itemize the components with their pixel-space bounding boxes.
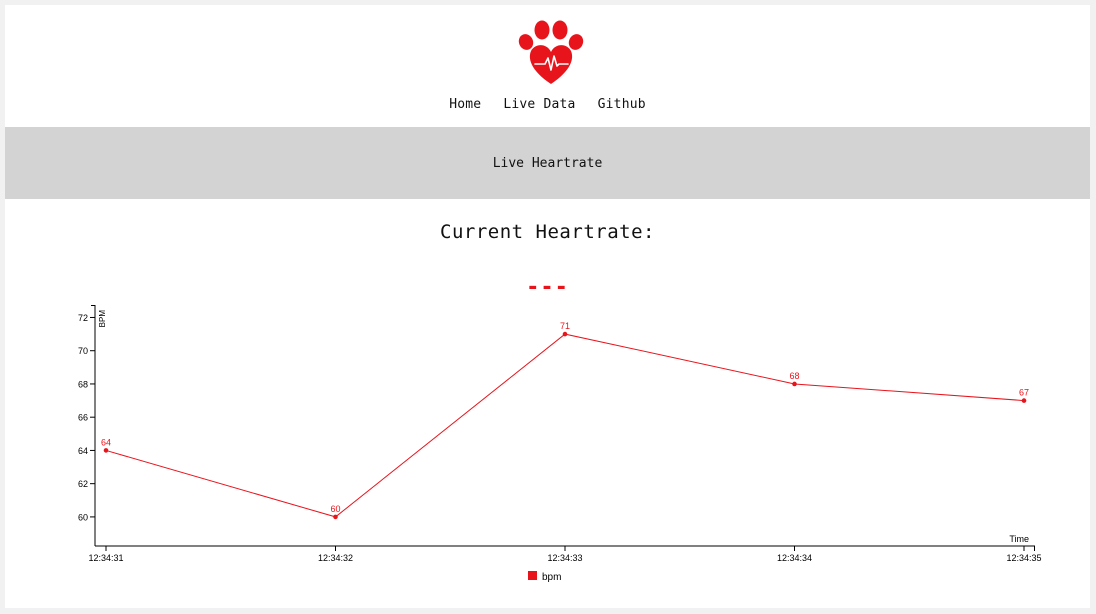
paw-heart-logo-icon [518,20,584,84]
y-tick-label: 64 [78,446,88,456]
x-tick-label: 12:34:32 [318,553,353,563]
data-point [1021,398,1027,403]
legend-label-bpm: bpm [542,572,561,583]
banner-title: Live Heartrate [492,156,603,171]
x-tick-label: 12:34:34 [777,553,812,563]
x-axis-label: Time [1009,534,1029,544]
nav-live-data-link[interactable]: Live Data [503,97,576,112]
data-point [792,381,797,387]
data-label: 64 [101,437,111,447]
heartrate-chart: 60 62 64 66 68 70 72 BPM 12:34:31 12:34:32 12:34:3… [78,305,1042,583]
y-tick-label: 68 [78,379,88,389]
page-frame: Home Live Data Github Live Heartrate Cur… [5,5,1090,608]
data-label: 68 [789,371,799,381]
y-axis-label: BPM [98,310,107,328]
y-tick-label: 66 [78,413,88,423]
current-heartrate-value: --- [526,275,569,300]
x-tick-label: 12:34:33 [547,553,582,563]
data-label: 60 [330,504,340,514]
data-point [333,514,338,520]
legend-swatch-bpm [528,571,537,580]
x-tick-label: 12:34:35 [1006,553,1041,563]
main-nav: Home Live Data Github [5,97,1090,112]
data-point [103,448,109,453]
series-line-bpm [105,333,1025,518]
y-tick-label: 62 [78,479,88,489]
data-label: 67 [1019,388,1029,398]
x-tick-label: 12:34:31 [88,553,123,563]
y-tick-label: 60 [78,512,88,522]
y-tick-label: 70 [78,346,88,356]
current-heartrate-title: Current Heartrate: [440,221,655,243]
y-tick-label: 72 [78,313,88,323]
nav-github-link[interactable]: Github [597,97,646,112]
nav-home-link[interactable]: Home [449,97,482,112]
page-banner: Live Heartrate [5,127,1090,199]
data-point [562,331,568,337]
data-label: 71 [560,321,570,331]
